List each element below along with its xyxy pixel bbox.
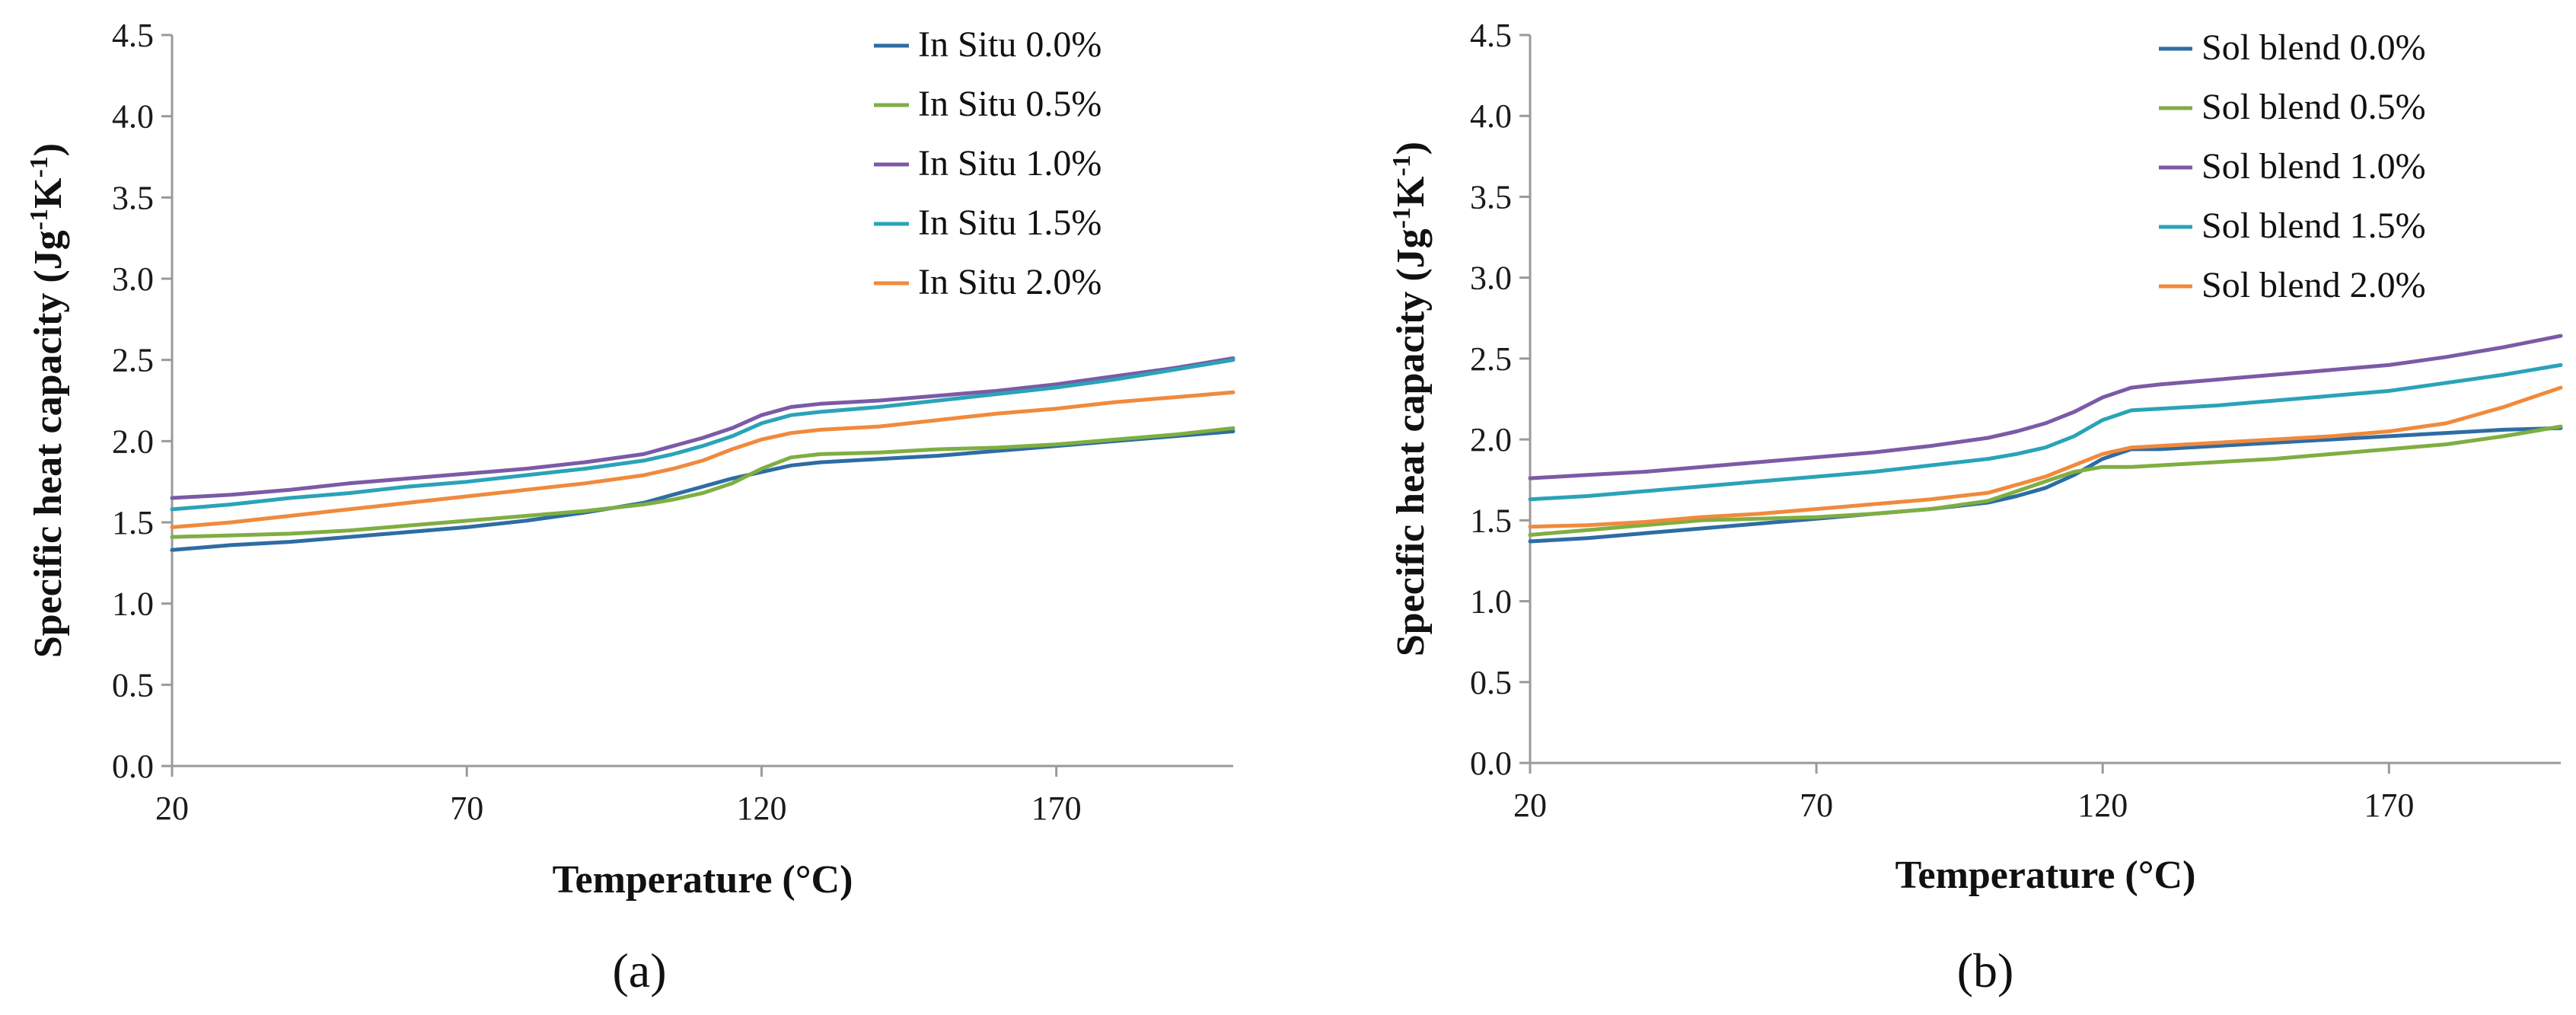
- y-tick-label: 4.0: [1470, 97, 1512, 135]
- legend-label: In Situ 2.0%: [918, 262, 1101, 302]
- x-tick-label: 170: [1031, 790, 1082, 827]
- y-axis-title-part: -1: [25, 209, 53, 230]
- y-tick-label: 3.5: [1470, 178, 1512, 215]
- series-line-1: [1528, 424, 2563, 537]
- series-line-0: [1528, 426, 2563, 544]
- y-tick-label: 2.5: [112, 342, 154, 379]
- x-axis-title: Temperature (°C): [1895, 854, 2196, 897]
- y-tick-label: 2.0: [1470, 421, 1512, 458]
- legend-label: Sol blend 1.5%: [2201, 206, 2426, 246]
- y-tick-label: 4.5: [1470, 17, 1512, 54]
- x-tick-label: 20: [1513, 787, 1547, 824]
- panel-b-chart: 0.0 0.5 1.0 1.5 2.0 2.5 3.0 3.5 4.0 4.5 20 70 120 170…: [1388, 17, 2563, 997]
- legend: In Situ 0.0% In Situ 0.5% In Situ 1.0% In S…: [874, 24, 1101, 302]
- legend-label: Sol blend 1.0%: [2201, 146, 2426, 187]
- legend-label: Sol blend 2.0%: [2201, 265, 2426, 305]
- series-line-0: [170, 429, 1235, 552]
- y-axis-title-part: -1: [1388, 207, 1416, 228]
- series-line-3: [1528, 362, 2563, 502]
- legend-label: Sol blend 0.5%: [2201, 87, 2426, 127]
- series-line-2: [170, 356, 1235, 500]
- y-tick-label: 2.5: [1470, 340, 1512, 378]
- x-tick-label: 120: [2077, 787, 2128, 824]
- y-tick-label: 3.0: [112, 260, 154, 298]
- series-line-3: [170, 358, 1235, 512]
- panel-label: (a): [612, 943, 666, 997]
- y-tick-label: 1.5: [1470, 502, 1512, 539]
- y-tick-label: 0.5: [112, 666, 154, 704]
- y-tick-label: 3.5: [112, 179, 154, 216]
- legend-label: In Situ 0.0%: [918, 24, 1101, 65]
- x-tick-label: 70: [1800, 787, 1833, 824]
- legend: Sol blend 0.0% Sol blend 0.5% Sol blend 1.…: [2159, 27, 2426, 305]
- series-line-2: [1528, 334, 2563, 480]
- y-axis-title-part: Specific heat capacity (Jg: [1389, 228, 1433, 656]
- series-line-4: [170, 390, 1235, 529]
- x-tick-label: 120: [736, 790, 786, 827]
- y-tick-label: 1.5: [112, 504, 154, 541]
- y-tick-label: 1.0: [1470, 583, 1512, 621]
- panel-label: (b): [1957, 943, 2014, 997]
- legend-label: Sol blend 0.0%: [2201, 27, 2426, 68]
- y-tick-label: 0.0: [1470, 745, 1512, 782]
- legend-label: In Situ 1.5%: [918, 203, 1101, 243]
- x-axis-title: Temperature (°C): [553, 858, 853, 902]
- panel-a-chart: 0.0 0.5 1.0 1.5 2.0 2.5 3.0 3.5 4.0 4.5 20 70 120 170…: [25, 17, 1235, 997]
- y-axis-title: Specific heat capacity (Jg-1K-1): [1388, 142, 1433, 656]
- y-tick-label: 0.0: [112, 748, 154, 785]
- y-tick-label: 2.0: [112, 423, 154, 460]
- y-axis-title-part: -1: [25, 156, 53, 177]
- y-axis-title-part: Specific heat capacity (Jg: [27, 230, 70, 658]
- x-tick-label: 170: [2364, 787, 2414, 824]
- y-tick-label: 0.5: [1470, 664, 1512, 701]
- x-tick-label: 70: [450, 790, 483, 827]
- y-tick-label: 4.5: [112, 17, 154, 54]
- x-tick-label: 20: [155, 790, 189, 827]
- legend-label: In Situ 1.0%: [918, 143, 1101, 184]
- y-axis-title-part: ): [27, 143, 70, 156]
- y-tick-label: 4.0: [112, 98, 154, 136]
- y-axis-title: Specific heat capacity (Jg-1K-1): [25, 143, 71, 658]
- y-tick-label: 1.0: [112, 586, 154, 623]
- y-axis-title-part: K: [27, 177, 70, 209]
- y-tick-label: 3.0: [1470, 260, 1512, 297]
- y-axis-title-part: -1: [1388, 155, 1416, 176]
- legend-label: In Situ 0.5%: [918, 84, 1101, 124]
- series-line-1: [170, 426, 1235, 539]
- y-axis-title-part: K: [1389, 176, 1433, 207]
- y-axis-title-part: ): [1389, 142, 1433, 155]
- series-line-4: [1528, 385, 2563, 529]
